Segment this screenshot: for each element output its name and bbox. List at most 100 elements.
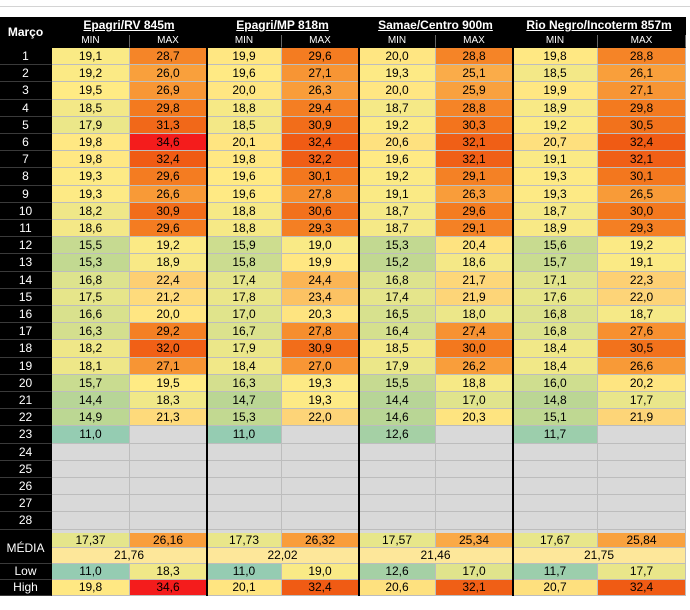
min-temp-cell[interactable] (207, 512, 282, 530)
max-temp-cell[interactable] (436, 444, 513, 461)
high-max-cell[interactable]: 32,4 (598, 580, 686, 596)
min-temp-cell[interactable]: 20,0 (359, 48, 436, 65)
max-temp-cell[interactable] (282, 512, 359, 530)
max-temp-cell[interactable] (130, 478, 207, 495)
min-temp-cell[interactable]: 18,9 (513, 220, 598, 237)
min-temp-cell[interactable]: 19,1 (513, 151, 598, 168)
min-temp-cell[interactable]: 17,0 (207, 306, 282, 323)
min-temp-cell[interactable]: 18,2 (52, 340, 130, 358)
max-temp-cell[interactable]: 22,0 (282, 409, 359, 426)
max-temp-cell[interactable] (598, 495, 686, 512)
max-temp-cell[interactable] (282, 461, 359, 478)
max-temp-cell[interactable]: 30,3 (436, 117, 513, 134)
low-max-cell[interactable]: 19,0 (282, 564, 359, 580)
min-temp-cell[interactable]: 19,8 (52, 151, 130, 168)
max-temp-cell[interactable]: 26,6 (598, 358, 686, 375)
min-temp-cell[interactable] (207, 461, 282, 478)
max-temp-cell[interactable] (130, 512, 207, 530)
min-temp-cell[interactable] (513, 512, 598, 530)
max-temp-cell[interactable]: 20,4 (436, 237, 513, 254)
min-temp-cell[interactable]: 14,7 (207, 392, 282, 409)
max-temp-cell[interactable]: 30,6 (282, 203, 359, 220)
max-temp-cell[interactable]: 31,3 (130, 117, 207, 134)
min-temp-cell[interactable] (359, 512, 436, 530)
min-temp-cell[interactable] (359, 495, 436, 512)
min-temp-cell[interactable]: 15,5 (359, 375, 436, 392)
min-temp-cell[interactable]: 16,8 (52, 272, 130, 289)
max-temp-cell[interactable]: 29,6 (130, 168, 207, 186)
min-temp-cell[interactable]: 19,3 (359, 65, 436, 82)
max-temp-cell[interactable]: 30,0 (436, 340, 513, 358)
max-temp-cell[interactable]: 18,6 (436, 254, 513, 272)
high-max-cell[interactable]: 32,4 (282, 580, 359, 596)
max-temp-cell[interactable] (436, 478, 513, 495)
low-min-cell[interactable]: 11,0 (52, 564, 130, 580)
high-min-cell[interactable]: 20,6 (359, 580, 436, 596)
max-temp-cell[interactable]: 30,5 (598, 340, 686, 358)
min-temp-cell[interactable]: 11,0 (207, 426, 282, 444)
min-temp-cell[interactable]: 18,4 (513, 340, 598, 358)
max-temp-cell[interactable]: 20,0 (130, 306, 207, 323)
max-temp-cell[interactable]: 26,0 (130, 65, 207, 82)
max-temp-cell[interactable]: 29,6 (130, 220, 207, 237)
low-max-cell[interactable]: 17,7 (598, 564, 686, 580)
max-temp-cell[interactable]: 20,3 (282, 306, 359, 323)
min-temp-cell[interactable]: 15,9 (207, 237, 282, 254)
min-temp-cell[interactable]: 17,4 (359, 289, 436, 306)
min-temp-cell[interactable]: 20,0 (207, 82, 282, 100)
min-temp-cell[interactable] (52, 478, 130, 495)
max-temp-cell[interactable]: 25,9 (436, 82, 513, 100)
min-temp-cell[interactable]: 18,1 (52, 358, 130, 375)
min-temp-cell[interactable]: 17,9 (207, 340, 282, 358)
min-temp-cell[interactable]: 15,6 (513, 237, 598, 254)
min-temp-cell[interactable]: 19,2 (359, 117, 436, 134)
min-temp-cell[interactable]: 17,6 (513, 289, 598, 306)
media-max-cell[interactable]: 26,32 (282, 533, 359, 548)
min-temp-cell[interactable]: 18,7 (359, 220, 436, 237)
min-temp-cell[interactable]: 19,2 (513, 117, 598, 134)
max-temp-cell[interactable]: 19,1 (598, 254, 686, 272)
max-temp-cell[interactable]: 30,9 (130, 203, 207, 220)
min-temp-cell[interactable]: 18,5 (207, 117, 282, 134)
max-temp-cell[interactable] (130, 495, 207, 512)
max-temp-cell[interactable]: 19,0 (282, 237, 359, 254)
max-temp-cell[interactable]: 29,1 (436, 168, 513, 186)
min-temp-cell[interactable]: 18,4 (513, 358, 598, 375)
media-max-cell[interactable]: 25,34 (436, 533, 513, 548)
min-temp-cell[interactable]: 14,4 (52, 392, 130, 409)
max-temp-cell[interactable]: 21,3 (130, 409, 207, 426)
min-temp-cell[interactable]: 15,8 (207, 254, 282, 272)
max-temp-cell[interactable] (130, 444, 207, 461)
media-total-cell[interactable]: 21,46 (359, 548, 513, 564)
max-temp-cell[interactable]: 20,3 (436, 409, 513, 426)
min-temp-cell[interactable] (513, 461, 598, 478)
media-min-cell[interactable]: 17,57 (359, 533, 436, 548)
max-temp-cell[interactable] (130, 461, 207, 478)
max-temp-cell[interactable]: 18,9 (130, 254, 207, 272)
min-temp-cell[interactable] (52, 512, 130, 530)
min-temp-cell[interactable]: 16,8 (513, 323, 598, 340)
high-min-cell[interactable]: 19,8 (52, 580, 130, 596)
min-temp-cell[interactable]: 18,8 (207, 100, 282, 117)
min-temp-cell[interactable]: 20,0 (359, 82, 436, 100)
media-max-cell[interactable]: 25,84 (598, 533, 686, 548)
min-temp-cell[interactable]: 16,8 (359, 272, 436, 289)
max-temp-cell[interactable]: 32,1 (436, 151, 513, 168)
min-temp-cell[interactable]: 20,1 (207, 134, 282, 151)
min-temp-cell[interactable]: 19,3 (513, 186, 598, 203)
max-temp-cell[interactable]: 21,2 (130, 289, 207, 306)
max-temp-cell[interactable]: 29,8 (598, 100, 686, 117)
media-total-cell[interactable]: 21,75 (513, 548, 686, 564)
min-temp-cell[interactable] (359, 461, 436, 478)
max-temp-cell[interactable]: 25,1 (436, 65, 513, 82)
min-temp-cell[interactable]: 18,4 (207, 358, 282, 375)
min-temp-cell[interactable]: 14,8 (513, 392, 598, 409)
max-temp-cell[interactable]: 29,6 (436, 203, 513, 220)
min-temp-cell[interactable]: 15,7 (52, 375, 130, 392)
min-temp-cell[interactable]: 14,4 (359, 392, 436, 409)
min-temp-cell[interactable]: 19,6 (359, 151, 436, 168)
min-temp-cell[interactable]: 15,3 (207, 409, 282, 426)
max-temp-cell[interactable]: 29,8 (130, 100, 207, 117)
media-min-cell[interactable]: 17,73 (207, 533, 282, 548)
max-temp-cell[interactable] (436, 461, 513, 478)
